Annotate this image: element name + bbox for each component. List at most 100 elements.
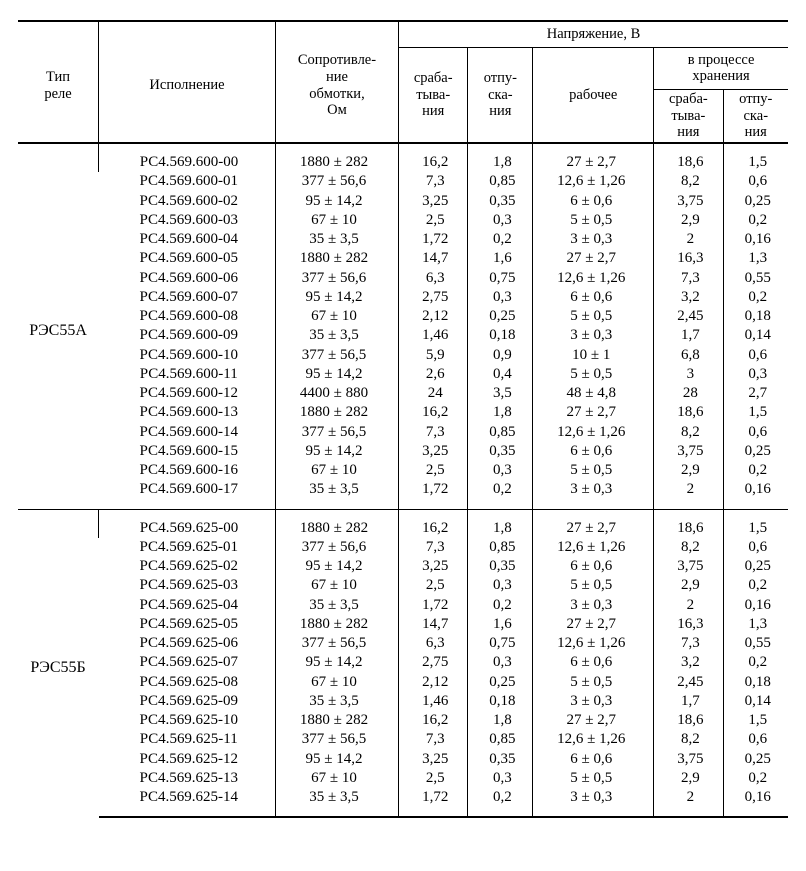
v-storage-actuation-cell: 18,6: [654, 509, 723, 538]
v-actuation-cell: 1,72: [399, 230, 468, 249]
v-working-cell: 5 ± 0,5: [533, 211, 654, 230]
v-storage-actuation-cell: 2,9: [654, 576, 723, 595]
v-working-cell: 3 ± 0,3: [533, 326, 654, 345]
execution-cell: РС4.569.625-01: [99, 538, 276, 557]
v-release-cell: 0,85: [468, 538, 533, 557]
execution-cell: РС4.569.625-05: [99, 615, 276, 634]
hdr-v-actuation: сраба-тыва-ния: [399, 47, 468, 143]
hdr-voltage-group: Напряжение, В: [399, 21, 788, 47]
v-release-cell: 0,2: [468, 596, 533, 615]
v-storage-release-cell: 1,5: [723, 143, 788, 172]
hdr-v-release: отпу-ска-ния: [468, 47, 533, 143]
v-storage-release-cell: 0,25: [723, 557, 788, 576]
table-row: РС4.569.625-1367 ± 102,50,35 ± 0,52,90,2: [18, 769, 788, 788]
v-working-cell: 3 ± 0,3: [533, 480, 654, 509]
hdr-v-storage-actuation: сраба-тыва-ния: [654, 90, 723, 144]
execution-cell: РС4.569.600-15: [99, 442, 276, 461]
resistance-cell: 377 ± 56,6: [275, 538, 398, 557]
resistance-cell: 377 ± 56,5: [275, 423, 398, 442]
v-working-cell: 5 ± 0,5: [533, 673, 654, 692]
v-actuation-cell: 16,2: [399, 143, 468, 172]
v-storage-actuation-cell: 3,75: [654, 750, 723, 769]
resistance-cell: 1880 ± 282: [275, 509, 398, 538]
resistance-cell: 35 ± 3,5: [275, 788, 398, 817]
v-working-cell: 27 ± 2,7: [533, 249, 654, 268]
v-release-cell: 0,2: [468, 230, 533, 249]
v-storage-actuation-cell: 3: [654, 365, 723, 384]
execution-cell: РС4.569.600-07: [99, 288, 276, 307]
execution-cell: РС4.569.600-06: [99, 269, 276, 288]
v-working-cell: 10 ± 1: [533, 346, 654, 365]
execution-cell: РС4.569.625-10: [99, 711, 276, 730]
v-working-cell: 27 ± 2,7: [533, 711, 654, 730]
v-storage-release-cell: 0,6: [723, 423, 788, 442]
v-storage-release-cell: 0,2: [723, 769, 788, 788]
v-storage-release-cell: 0,18: [723, 307, 788, 326]
execution-cell: РС4.569.600-08: [99, 307, 276, 326]
v-actuation-cell: 3,25: [399, 442, 468, 461]
v-storage-release-cell: 0,6: [723, 172, 788, 191]
resistance-cell: 67 ± 10: [275, 769, 398, 788]
v-actuation-cell: 2,12: [399, 673, 468, 692]
table-row: РС4.569.600-0435 ± 3,51,720,23 ± 0,320,1…: [18, 230, 788, 249]
v-release-cell: 1,6: [468, 249, 533, 268]
v-storage-actuation-cell: 18,6: [654, 403, 723, 422]
v-actuation-cell: 2,5: [399, 211, 468, 230]
resistance-cell: 1880 ± 282: [275, 403, 398, 422]
hdr-execution-text: Исполнение: [149, 77, 224, 93]
v-working-cell: 5 ± 0,5: [533, 365, 654, 384]
v-storage-release-cell: 0,18: [723, 673, 788, 692]
v-storage-actuation-cell: 8,2: [654, 172, 723, 191]
resistance-cell: 377 ± 56,6: [275, 269, 398, 288]
resistance-cell: 35 ± 3,5: [275, 230, 398, 249]
table-row: РС4.569.625-01377 ± 56,67,30,8512,6 ± 1,…: [18, 538, 788, 557]
hdr-v-storage-group-text: в процессехранения: [688, 52, 755, 85]
hdr-resistance-text: Сопротивле-ниеобмотки,Ом: [298, 52, 376, 118]
v-storage-actuation-cell: 8,2: [654, 730, 723, 749]
hdr-relay-type-text: Типреле: [44, 69, 71, 102]
v-actuation-cell: 7,3: [399, 538, 468, 557]
hdr-v-actuation-text: сраба-тыва-ния: [414, 70, 453, 119]
v-actuation-cell: 5,9: [399, 346, 468, 365]
table-row: РЭС55БРС4.569.625-001880 ± 28216,21,827 …: [18, 509, 788, 538]
v-release-cell: 1,8: [468, 143, 533, 172]
v-storage-actuation-cell: 6,8: [654, 346, 723, 365]
v-release-cell: 1,8: [468, 711, 533, 730]
v-working-cell: 3 ± 0,3: [533, 596, 654, 615]
resistance-cell: 67 ± 10: [275, 576, 398, 595]
v-release-cell: 0,3: [468, 461, 533, 480]
v-working-cell: 12,6 ± 1,26: [533, 538, 654, 557]
v-working-cell: 6 ± 0,6: [533, 192, 654, 211]
v-storage-actuation-cell: 3,75: [654, 557, 723, 576]
v-working-cell: 5 ± 0,5: [533, 461, 654, 480]
v-release-cell: 0,85: [468, 423, 533, 442]
v-working-cell: 3 ± 0,3: [533, 692, 654, 711]
table-row: РС4.569.600-1195 ± 14,22,60,45 ± 0,530,3: [18, 365, 788, 384]
execution-cell: РС4.569.625-13: [99, 769, 276, 788]
table-row: РС4.569.625-051880 ± 28214,71,627 ± 2,71…: [18, 615, 788, 634]
v-storage-actuation-cell: 2,9: [654, 211, 723, 230]
execution-cell: РС4.569.600-14: [99, 423, 276, 442]
execution-cell: РС4.569.625-00: [99, 509, 276, 538]
v-working-cell: 6 ± 0,6: [533, 653, 654, 672]
execution-cell: РС4.569.625-03: [99, 576, 276, 595]
execution-cell: РС4.569.600-03: [99, 211, 276, 230]
v-storage-release-cell: 1,5: [723, 403, 788, 422]
v-working-cell: 3 ± 0,3: [533, 230, 654, 249]
v-working-cell: 12,6 ± 1,26: [533, 730, 654, 749]
execution-cell: РС4.569.600-13: [99, 403, 276, 422]
v-storage-release-cell: 0,55: [723, 269, 788, 288]
v-working-cell: 27 ± 2,7: [533, 509, 654, 538]
v-storage-actuation-cell: 8,2: [654, 423, 723, 442]
v-storage-release-cell: 0,14: [723, 692, 788, 711]
v-actuation-cell: 1,72: [399, 788, 468, 817]
v-release-cell: 0,3: [468, 769, 533, 788]
v-actuation-cell: 7,3: [399, 423, 468, 442]
v-storage-release-cell: 0,3: [723, 365, 788, 384]
v-release-cell: 0,3: [468, 288, 533, 307]
relay-spec-table: Типреле Исполнение Сопротивле-ниеобмотки…: [18, 20, 788, 818]
table-row: РС4.569.625-101880 ± 28216,21,827 ± 2,71…: [18, 711, 788, 730]
hdr-resistance: Сопротивле-ниеобмотки,Ом: [275, 21, 398, 143]
v-actuation-cell: 16,2: [399, 711, 468, 730]
table-row: РС4.569.600-0935 ± 3,51,460,183 ± 0,31,7…: [18, 326, 788, 345]
